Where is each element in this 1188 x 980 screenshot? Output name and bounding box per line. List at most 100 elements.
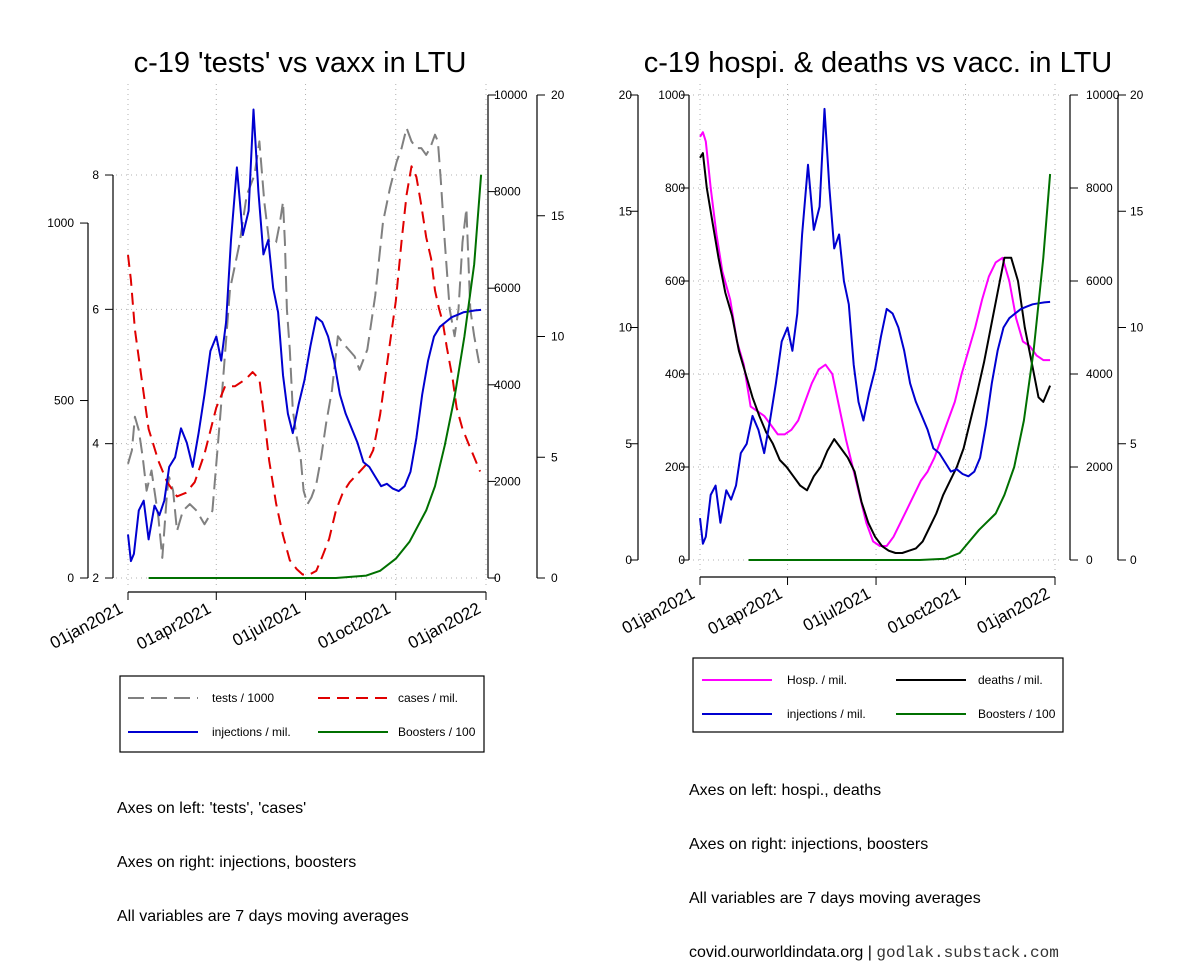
x-tick-label: 01oct2021	[315, 599, 394, 653]
y-tick-label: 4	[92, 437, 99, 451]
note-right-line-3: All variables are 7 days moving averages	[689, 890, 981, 907]
legend-label: Boosters / 100	[398, 725, 476, 739]
y-axis-right-outer: 0 5 10 15 20	[1117, 88, 1144, 567]
y-tick-label: 0	[678, 553, 685, 567]
y-axis-right-inner: 0 2000 4000 6000 8000 10000	[1069, 88, 1120, 567]
series-line-injections-mil	[699, 107, 1051, 545]
y-tick-label: 2	[92, 571, 99, 585]
y-axis-left-inner: 2 4 6 8	[92, 168, 114, 585]
note-left-line-3: All variables are 7 days moving averages	[117, 908, 409, 925]
y-tick-label: 0	[67, 571, 74, 585]
y-axis-left-outer: 0 5 10 15 20	[619, 88, 639, 567]
x-tick-label: 01oct2021	[884, 584, 963, 638]
x-tick-label: 01apr2021	[705, 584, 786, 639]
notes-left: Axes on left: 'tests', 'cases' Axes on r…	[117, 764, 409, 944]
y-axis-right-inner: 0 2000 4000 6000 8000 10000	[487, 88, 528, 585]
series-line-cases-mil	[127, 165, 482, 576]
y-tick-label: 5	[625, 437, 632, 451]
x-axis: 01jan2021 01apr2021 01jul2021 01oct2021 01ja…	[619, 576, 1056, 639]
series-line-deaths-mil	[699, 152, 1052, 554]
legend-right: Hosp. / mil. deaths / mil. injections / mi…	[692, 657, 1064, 733]
y-tick-label: 10	[1130, 321, 1144, 335]
y-tick-label: 500	[54, 394, 74, 408]
chart-tests-vs-vaxx: 0 500 1000 2 4 6 8 0 2000 4000 6000 8000 10000 0 5 10 15…	[47, 47, 565, 654]
y-tick-label: 8000	[494, 185, 521, 199]
y-tick-label: 5	[551, 450, 558, 464]
source-text: covid.ourworldindata.org |	[689, 944, 872, 961]
series-line-tests	[127, 127, 481, 559]
series-group	[127, 108, 483, 579]
y-tick-label: 8	[92, 168, 99, 182]
legend-label: injections / mil.	[787, 707, 866, 721]
y-tick-label: 0	[551, 571, 558, 585]
x-tick-label: 01jul2021	[800, 584, 874, 635]
x-axis: 01jan2021 01apr2021 01jul2021 01oct2021 01ja…	[47, 591, 487, 654]
y-tick-label: 600	[665, 274, 685, 288]
y-tick-label: 1000	[47, 216, 74, 230]
y-tick-label: 2000	[494, 474, 521, 488]
note-left-line-1: Axes on left: 'tests', 'cases'	[117, 800, 307, 817]
note-left-line-2: Axes on right: injections, boosters	[117, 854, 357, 871]
y-tick-label: 200	[665, 460, 685, 474]
y-tick-label: 0	[494, 571, 501, 585]
credit-text: godlak.substack.com	[876, 944, 1059, 962]
y-tick-label: 0	[1130, 553, 1137, 567]
legend-label: cases / mil.	[398, 691, 458, 705]
x-tick-label: 01jul2021	[229, 599, 303, 650]
legend-box	[119, 675, 485, 753]
legend-label: tests / 1000	[212, 691, 274, 705]
y-tick-label: 10	[551, 330, 565, 344]
legend-label: Boosters / 100	[978, 707, 1056, 721]
notes-right: Axes on left: hospi., deaths Axes on rig…	[689, 746, 1059, 980]
legend-label: Hosp. / mil.	[787, 673, 847, 687]
x-tick-label: 01apr2021	[133, 599, 214, 654]
y-tick-label: 4000	[1086, 367, 1113, 381]
note-source-line: covid.ourworldindata.org | godlak.substa…	[689, 944, 1059, 962]
chart-title: c-19 hospi. & deaths vs vacc. in LTU	[644, 47, 1113, 79]
y-axis-left-inner: 0 200 400 600 800 1000	[658, 88, 690, 567]
y-tick-label: 6000	[494, 281, 521, 295]
y-tick-label: 10000	[494, 88, 528, 102]
y-tick-label: 8000	[1086, 181, 1113, 195]
legend-left: tests / 1000 cases / mil. injections / mil…	[119, 675, 485, 753]
y-tick-label: 15	[551, 209, 565, 223]
y-tick-label: 5	[1130, 437, 1137, 451]
y-tick-label: 10000	[1086, 88, 1120, 102]
y-axis-left-outer: 0 500 1000	[47, 216, 89, 585]
y-tick-label: 15	[619, 204, 633, 218]
y-tick-label: 0	[625, 553, 632, 567]
x-tick-label: 01jan2022	[974, 584, 1053, 638]
y-tick-label: 6000	[1086, 274, 1113, 288]
y-tick-label: 20	[619, 88, 633, 102]
y-tick-label: 15	[1130, 204, 1144, 218]
y-tick-label: 10	[619, 321, 633, 335]
y-tick-label: 0	[1086, 553, 1093, 567]
y-tick-label: 1000	[658, 88, 685, 102]
y-tick-label: 2000	[1086, 460, 1113, 474]
legend-label: deaths / mil.	[978, 673, 1043, 687]
series-line-injections-mil	[127, 108, 482, 563]
chart-canvas: 0500100024680200040006000800010000051015…	[47, 47, 1144, 753]
y-tick-label: 20	[551, 88, 565, 102]
series-line-boosters	[748, 173, 1052, 561]
x-tick-label: 01jan2021	[619, 584, 698, 638]
y-tick-label: 800	[665, 181, 685, 195]
x-tick-label: 01jan2021	[47, 599, 126, 653]
series-line-boosters	[148, 174, 483, 579]
series-group	[699, 107, 1052, 561]
chart-title: c-19 'tests' vs vaxx in LTU	[134, 47, 467, 79]
x-tick-label: 01jan2022	[405, 599, 484, 653]
chart-hospi-deaths-vs-vacc: 0510152002004006008001000020004000600080…	[619, 47, 1144, 639]
y-tick-label: 400	[665, 367, 685, 381]
legend-label: injections / mil.	[212, 725, 291, 739]
note-right-line-1: Axes on left: hospi., deaths	[689, 782, 882, 799]
y-tick-label: 20	[1130, 88, 1144, 102]
y-axis-right-outer: 0 5 10 15 20	[536, 88, 565, 585]
y-tick-label: 6	[92, 302, 99, 316]
y-tick-label: 4000	[494, 378, 521, 392]
note-right-line-2: Axes on right: injections, boosters	[689, 836, 929, 853]
legend-box	[692, 657, 1064, 733]
series-line-hosp-mil	[699, 131, 1051, 547]
grid	[688, 84, 1063, 572]
grid	[116, 84, 487, 586]
